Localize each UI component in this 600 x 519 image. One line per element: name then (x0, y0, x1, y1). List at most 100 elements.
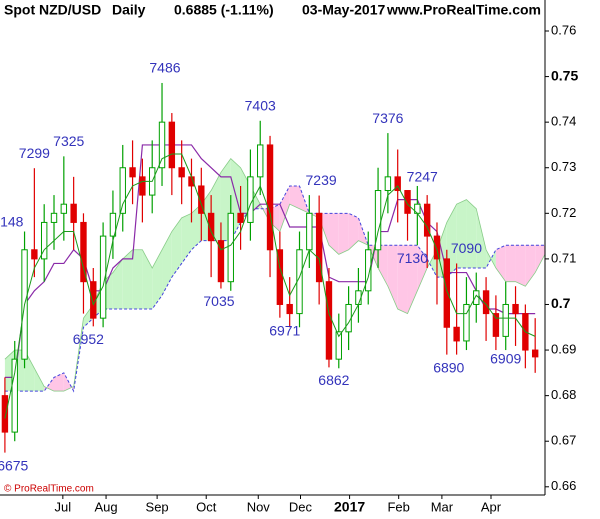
candle-body (512, 303, 519, 315)
cloud-segment (112, 258, 123, 310)
annotation: 7247 (407, 169, 438, 185)
cloud-segment (328, 213, 339, 255)
copyright: © ProRealTime.com (4, 484, 94, 495)
y-tick-label: 0.73 (551, 159, 576, 174)
annotation: 6909 (490, 351, 521, 367)
annotation: 7090 (451, 240, 482, 256)
candle-body (315, 212, 323, 283)
cloud-segment (279, 185, 290, 232)
last-price: 0.6885 (-1.11%) (174, 2, 274, 18)
candle-body (443, 258, 451, 328)
cloud-segment (525, 245, 536, 287)
candle-body (384, 176, 392, 192)
candle-body (109, 212, 117, 237)
candle-body (237, 212, 244, 223)
candle-body (355, 290, 362, 305)
cloud-segment (348, 213, 359, 250)
candle-body (502, 303, 509, 337)
cloud-segment (338, 213, 349, 255)
x-tick-label: Nov (247, 499, 271, 514)
cloud-segment (456, 199, 467, 269)
candle-body (129, 167, 136, 178)
x-tick-label: Mar (431, 499, 454, 514)
candle-body (227, 212, 234, 283)
candle-body (80, 221, 87, 283)
annotation: 7403 (245, 97, 276, 113)
candle-body (463, 303, 470, 342)
candle-body (60, 203, 68, 214)
candle-body (178, 167, 185, 178)
cloud-segment (289, 185, 300, 209)
date: 03-May-2017 (302, 2, 385, 18)
annotation: 6675 (0, 457, 29, 473)
x-tick-label: 2017 (334, 499, 365, 515)
x-tick-label: Dec (289, 499, 313, 514)
candle-body (433, 235, 441, 260)
candle-body (257, 144, 264, 178)
annotation: 6971 (269, 322, 300, 338)
annotation: 6862 (318, 372, 349, 388)
y-tick-label: 0.75 (551, 67, 578, 83)
header-band (0, 0, 545, 22)
annotation: 7130 (397, 250, 428, 266)
annotation: 6890 (433, 359, 464, 375)
y-tick-label: 0.69 (551, 341, 576, 356)
x-tick-label: Apr (481, 499, 502, 514)
candle-body (217, 240, 225, 283)
cloud-segment (142, 249, 153, 310)
period: Daily (112, 2, 146, 18)
candle-body (335, 331, 342, 360)
candle-body (31, 249, 38, 260)
cloud-segment (515, 245, 526, 287)
candle-body (198, 185, 205, 214)
x-tick-label: Oct (196, 499, 217, 514)
candle-body (50, 212, 58, 223)
cloud-segment (397, 245, 408, 314)
candle-body (394, 176, 401, 192)
annotation: 7325 (53, 133, 84, 149)
y-tick-label: 0.74 (551, 114, 576, 129)
annotation: 7486 (149, 60, 180, 76)
candle-body (1, 395, 9, 433)
candle-body (492, 313, 500, 337)
cloud-segment (132, 249, 143, 310)
y-tick-label: 0.66 (551, 478, 576, 493)
cloud-segment (162, 231, 172, 296)
candle-body (325, 281, 333, 360)
y-tick-label: 0.7 (551, 295, 571, 311)
x-tick-label: Aug (94, 499, 117, 514)
candle-body (70, 203, 77, 223)
plot-area (1, 82, 546, 453)
candle-body (11, 358, 18, 433)
candle-body (423, 203, 431, 237)
cloud-segment (466, 199, 477, 269)
y-tick-label: 0.72 (551, 205, 576, 220)
y-tick-label: 0.68 (551, 387, 576, 402)
annotation: 7035 (203, 293, 234, 309)
annotation: 7239 (306, 172, 337, 188)
cloud-segment (417, 245, 428, 291)
candle-body (139, 176, 146, 196)
cloud-segment (24, 350, 35, 392)
candle-body (365, 249, 372, 292)
cloud-segment (387, 245, 398, 310)
candle-body (207, 212, 215, 242)
cloud-segment (181, 213, 192, 264)
cloud-segment (495, 245, 506, 282)
cloud-segment (476, 208, 487, 269)
cloud-segment (171, 217, 182, 278)
candle-body (276, 249, 284, 305)
candle-body (119, 167, 126, 214)
candle-body (306, 212, 313, 251)
cloud-segment (34, 368, 45, 392)
candle-body (453, 326, 460, 342)
y-tick-label: 0.67 (551, 433, 576, 448)
annotation: 6952 (73, 331, 104, 347)
annotation: 7376 (372, 110, 403, 126)
cloud-segment (191, 204, 202, 250)
candle-body (168, 121, 176, 169)
candle-body (158, 121, 166, 169)
tenkan-line (4, 153, 536, 419)
candle-body (99, 235, 107, 319)
